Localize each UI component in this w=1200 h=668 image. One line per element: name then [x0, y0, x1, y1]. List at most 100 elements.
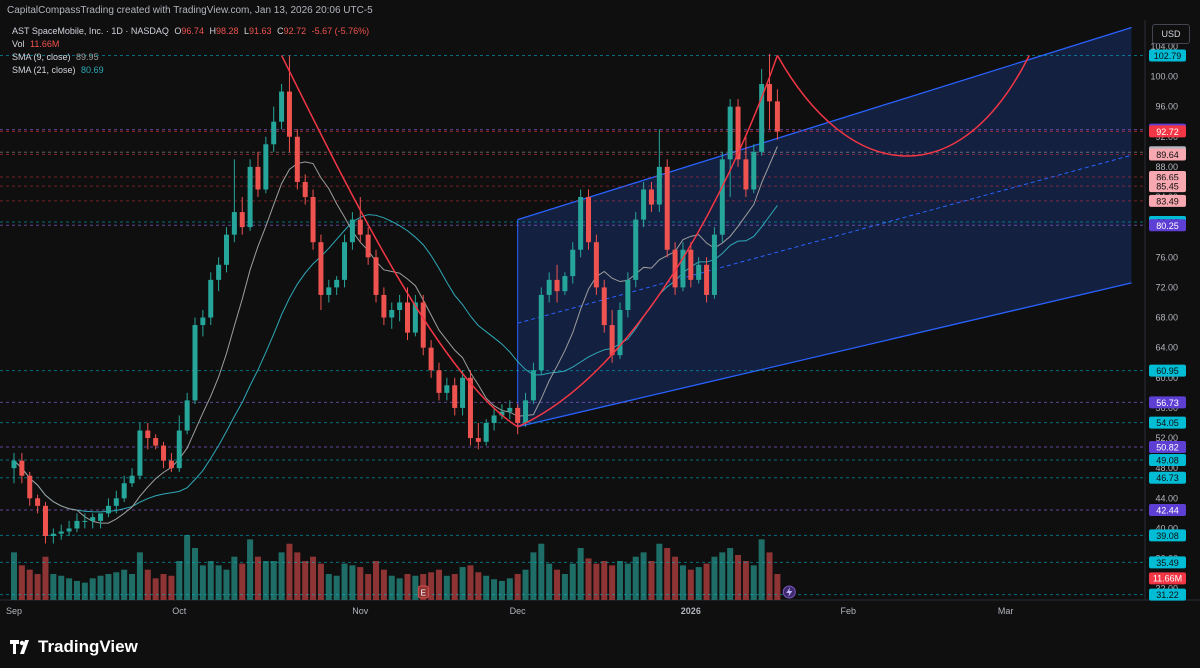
- volume-bar: [506, 578, 513, 600]
- volume-bar: [58, 575, 65, 600]
- candle-body: [397, 302, 403, 310]
- channel-upper-line: [517, 26, 1132, 221]
- close-value: 92.72: [283, 26, 307, 36]
- price-level-badge: [1149, 194, 1186, 207]
- candle-body: [192, 325, 198, 401]
- candle-body: [168, 460, 174, 469]
- candle-body: [609, 325, 615, 356]
- volume-bar: [569, 563, 576, 600]
- volume-bar: [514, 574, 521, 600]
- candle-body: [19, 460, 25, 476]
- candle-body: [279, 91, 285, 122]
- candle-body: [704, 264, 710, 295]
- volume-bar: [215, 565, 222, 600]
- volume-label: Vol: [12, 39, 25, 49]
- candle-body: [751, 151, 757, 190]
- candle-body: [617, 310, 623, 356]
- volume-bar: [160, 574, 167, 600]
- volume-bar: [774, 574, 781, 600]
- candle-body: [711, 234, 717, 295]
- candle-body: [137, 430, 143, 476]
- volume-bar: [176, 561, 183, 600]
- plot-background: [0, 20, 1200, 600]
- volume-bar: [42, 556, 49, 600]
- volume-bar: [152, 578, 159, 600]
- volume-bar: [640, 552, 647, 600]
- price-tick-label: 76.00: [1155, 252, 1178, 262]
- candle-body: [74, 520, 80, 529]
- candle-body: [601, 287, 607, 326]
- volume-bar: [105, 574, 112, 600]
- candle-body: [247, 166, 253, 228]
- price-level-badge: [1149, 364, 1186, 377]
- candle-body: [515, 407, 521, 423]
- volume-bar: [577, 548, 584, 600]
- candle-body: [648, 189, 654, 205]
- time-axis-label: 2026: [681, 606, 701, 616]
- candle-body: [286, 91, 292, 137]
- volume-bar: [239, 563, 246, 600]
- price-tick-label: 48.00: [1155, 463, 1178, 473]
- volume-bar: [11, 552, 17, 600]
- sma9-value: 89.95: [76, 52, 99, 62]
- volume-bar: [530, 552, 537, 600]
- candle-body: [294, 136, 300, 182]
- earnings-icon: [417, 585, 429, 599]
- price-level-label: 89.64: [1156, 150, 1179, 160]
- candle-body: [58, 531, 64, 534]
- currency-button[interactable]: USD: [1152, 24, 1190, 44]
- candle-body: [389, 310, 395, 318]
- candle-body: [121, 483, 127, 499]
- candle-body: [326, 287, 332, 295]
- price-level-label: 85.45: [1156, 182, 1179, 192]
- top-bar: CapitalCompassTrading created with Tradi…: [0, 0, 1200, 20]
- price-tick-label: 100.00: [1150, 71, 1178, 81]
- volume-bar: [310, 556, 317, 600]
- price-tick-label: 52.00: [1155, 433, 1178, 443]
- candle-body: [82, 520, 88, 522]
- price-level-badge: [1149, 556, 1186, 569]
- price-level-badge: [1149, 180, 1186, 193]
- candle-body: [381, 294, 387, 318]
- volume-bar: [380, 569, 387, 600]
- regression-channel-fill: [517, 27, 1132, 427]
- volume-bar: [317, 563, 324, 600]
- candle-body: [239, 212, 245, 228]
- volume-bar: [585, 558, 592, 600]
- channel-mid-line: [517, 154, 1132, 324]
- watermark-caption: CapitalCompassTrading created with Tradi…: [7, 5, 373, 16]
- price-level-badge: [1149, 529, 1186, 542]
- volume-bar: [223, 569, 230, 600]
- candle-body: [145, 430, 151, 439]
- candle-body: [428, 347, 434, 371]
- volume-bar: [695, 567, 702, 600]
- volume-bar: [719, 552, 726, 600]
- price-level-badge: [1149, 440, 1186, 453]
- candle-body: [105, 505, 111, 514]
- candle-body: [641, 189, 647, 220]
- volume-bar: [50, 574, 57, 600]
- volume-bar: [113, 572, 120, 600]
- tradingview-icon: [10, 640, 29, 654]
- symbol-legend: AST SpaceMobile, Inc. · 1D · NASDAQ O96.…: [12, 26, 372, 36]
- candle-body: [562, 276, 568, 292]
- volume-bar: [89, 578, 96, 600]
- candle-body: [672, 249, 678, 288]
- volume-bar: [254, 556, 261, 600]
- volume-bar: [231, 556, 238, 600]
- volume-bar: [294, 552, 301, 600]
- price-level-badge: [1149, 125, 1186, 138]
- sma21-legend: SMA (21, close) 80.69: [12, 65, 107, 75]
- candle-body: [523, 400, 529, 423]
- open-value: 96.74: [181, 26, 204, 36]
- volume-bar: [34, 574, 41, 600]
- candle-body: [633, 219, 639, 280]
- candle-body: [656, 166, 662, 205]
- volume-bar: [412, 575, 419, 600]
- candle-body: [696, 264, 702, 280]
- volume-bar: [136, 552, 143, 600]
- high-value: 98.28: [215, 26, 239, 36]
- candle-body: [90, 517, 96, 521]
- candlestick-chart[interactable]: 32.0036.0040.0044.0048.0052.0056.0060.00…: [0, 0, 1200, 622]
- price-tick-label: 60.00: [1155, 373, 1178, 383]
